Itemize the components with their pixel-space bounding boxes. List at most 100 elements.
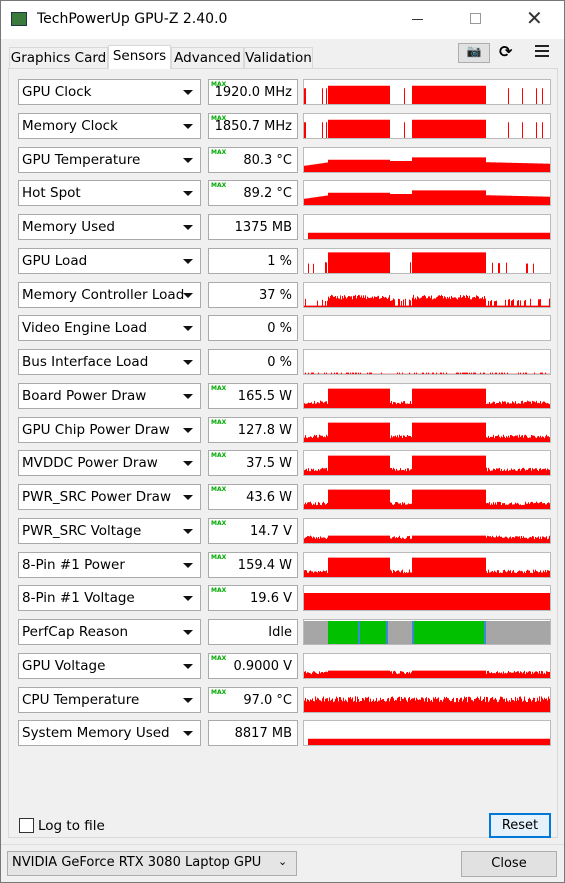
graph-area	[304, 455, 550, 476]
sensor-label: Bus Interface Load	[22, 354, 149, 370]
max-marker: MAX	[211, 452, 227, 460]
sensor-value: 8817 MB	[234, 726, 292, 742]
sensor-graph	[303, 720, 551, 747]
sensor-value-box: 1375 MB	[208, 214, 298, 240]
refresh-button[interactable]: ⟳	[499, 42, 513, 61]
sensor-select[interactable]: System Memory Used	[18, 720, 201, 747]
screenshot-button[interactable]: 📷	[458, 43, 490, 63]
max-marker: MAX	[211, 519, 227, 527]
sensor-value: 1920.0 MHz	[214, 85, 292, 100]
max-marker: MAX	[211, 384, 227, 392]
close-x[interactable]: ✕	[526, 6, 543, 30]
sensor-graph	[303, 551, 551, 578]
sensor-graph	[303, 686, 551, 713]
title-bar: TechPowerUp GPU-Z 2.40.0 ✕	[1, 1, 564, 39]
perfcap-segment	[358, 621, 360, 644]
maximize[interactable]	[470, 13, 481, 24]
sensor-value: 80.3 °C	[243, 152, 292, 168]
graph-area	[304, 156, 550, 172]
sensor-select[interactable]: PerfCap Reason	[18, 619, 201, 645]
sensor-value: 14.7 V	[250, 523, 292, 539]
sensor-label: 8-Pin #1 Voltage	[22, 590, 135, 607]
max-marker: MAX	[211, 688, 227, 696]
sensor-value-box: 37.5 W MAX	[208, 450, 298, 477]
separator	[1, 844, 564, 845]
sensor-select[interactable]: MVDDC Power Draw	[18, 450, 201, 477]
dropdown-arrow	[183, 326, 193, 332]
gpu-select[interactable]: NVIDIA GeForce RTX 3080 Laptop GPU ⌄	[7, 851, 297, 876]
sensor-value: 0 %	[267, 355, 292, 370]
sensor-select[interactable]: GPU Temperature	[18, 146, 201, 173]
dropdown-arrow	[183, 528, 193, 534]
tab[interactable]: Graphics Card	[9, 47, 108, 68]
sensor-select[interactable]: Memory Used	[18, 214, 201, 240]
sensor-select[interactable]: GPU Load	[18, 247, 201, 274]
sensor-graph	[303, 315, 551, 342]
graph-area	[308, 232, 550, 239]
sensor-value-box: 0.9000 V MAX	[208, 652, 298, 679]
sensor-select[interactable]: GPU Chip Power Draw	[18, 416, 201, 443]
dropdown-arrow	[183, 731, 193, 737]
sensor-label: GPU Chip Power Draw	[22, 421, 170, 438]
sensor-graph	[303, 517, 551, 544]
graph-area	[304, 670, 550, 678]
sensor-select[interactable]: PWR_SRC Power Draw	[18, 484, 201, 510]
sensor-select[interactable]: Board Power Draw	[18, 382, 201, 409]
sensor-select[interactable]: CPU Temperature	[18, 686, 201, 713]
graph-area	[304, 535, 550, 543]
max-marker: MAX	[211, 486, 227, 493]
dropdown-arrow	[183, 562, 193, 568]
log-checkbox[interactable]	[19, 818, 34, 833]
sensor-select[interactable]: PWR_SRC Voltage	[18, 517, 201, 544]
sensor-graph	[303, 382, 551, 409]
dropdown-arrow	[183, 393, 193, 399]
sensor-label: Video Engine Load	[22, 320, 148, 337]
sensor-select[interactable]: 8-Pin #1 Voltage	[18, 585, 201, 612]
reset-button[interactable]: Reset	[489, 813, 551, 838]
log-label: Log to file	[38, 818, 105, 834]
sensor-label: Memory Used	[22, 219, 115, 235]
sensor-value: 1 %	[267, 253, 292, 269]
sensor-graph	[303, 281, 551, 308]
sensor-select[interactable]: Bus Interface Load	[18, 349, 201, 375]
dropdown-arrow	[183, 427, 193, 433]
sensor-select[interactable]: 8-Pin #1 Power	[18, 551, 201, 578]
sensor-select[interactable]: GPU Clock	[18, 79, 201, 105]
close-button[interactable]: Close	[461, 851, 557, 877]
minimize[interactable]	[412, 19, 423, 20]
sensor-label: PWR_SRC Voltage	[22, 522, 142, 539]
graph-area	[304, 695, 550, 712]
sensor-label: Board Power Draw	[22, 387, 147, 404]
perfcap-segment	[386, 621, 388, 644]
sensor-graph	[303, 214, 551, 240]
sensor-value-box: 14.7 V MAX	[208, 517, 298, 544]
sensor-value-box: 43.6 W MAX	[208, 484, 298, 510]
gpu-select-text: NVIDIA GeForce RTX 3080 Laptop GPU	[12, 855, 262, 870]
window-title: TechPowerUp GPU-Z 2.40.0	[37, 11, 228, 27]
graph-area	[304, 388, 550, 408]
sensor-label: System Memory Used	[22, 725, 170, 742]
sensor-select[interactable]: Video Engine Load	[18, 315, 201, 342]
tab[interactable]: Sensors	[108, 45, 171, 69]
graph-area	[304, 85, 543, 104]
tab[interactable]: Advanced	[171, 47, 244, 68]
sensor-graph	[303, 247, 551, 274]
tab[interactable]: Validation	[244, 47, 313, 68]
graph-area	[304, 593, 550, 611]
sensor-select[interactable]: Memory Clock	[18, 112, 201, 139]
menu-button[interactable]	[535, 45, 549, 57]
sensor-value: 159.4 W	[237, 557, 292, 573]
max-marker: MAX	[211, 114, 227, 122]
sensor-label: Memory Clock	[22, 117, 118, 134]
sensor-label: GPU Voltage	[22, 657, 106, 674]
sensor-select[interactable]: Memory Controller Load	[18, 281, 201, 308]
dropdown-arrow	[183, 123, 193, 129]
sensor-value-box: 89.2 °C MAX	[208, 180, 298, 207]
sensor-value-box: 0 %	[208, 349, 298, 375]
sensor-select[interactable]: Hot Spot	[18, 180, 201, 207]
sensor-value: 19.6 V	[250, 591, 292, 607]
graph-area	[304, 190, 550, 206]
sensor-select[interactable]: GPU Voltage	[18, 652, 201, 679]
sensor-value-box: Idle	[208, 619, 298, 645]
